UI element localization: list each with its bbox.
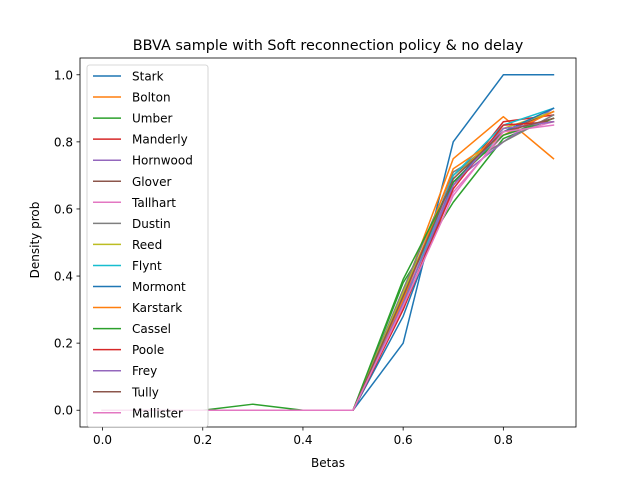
- axes-frame: [79, 57, 577, 428]
- legend-label-cassel: Cassel: [132, 322, 171, 336]
- y-tick-label: 0.6: [54, 202, 73, 216]
- x-tick-label: 0.4: [293, 433, 312, 447]
- legend: Stark Bolton Umber Manderly Hornwood Glover Ta…: [86, 64, 209, 428]
- y-tick-label: 0.2: [54, 337, 73, 351]
- legend-label-tully: Tully: [131, 385, 159, 399]
- legend-label-mormont: Mormont: [132, 280, 186, 294]
- legend-label-frey: Frey: [132, 364, 157, 378]
- y-tick-label: 0.0: [54, 404, 73, 418]
- legend-label-glover: Glover: [132, 175, 171, 189]
- chart-title: BBVA sample with Soft reconnection polic…: [133, 38, 524, 54]
- x-tick-label: 0.2: [193, 433, 212, 447]
- x-tick-label: 0.0: [93, 433, 112, 447]
- x-tick-label: 0.8: [494, 433, 513, 447]
- y-tick-label: 0.8: [54, 135, 73, 149]
- legend-label-flynt: Flynt: [132, 259, 162, 273]
- y-tick-label: 1.0: [54, 68, 73, 82]
- legend-label-reed: Reed: [132, 238, 162, 252]
- legend-label-bolton: Bolton: [132, 91, 171, 105]
- legend-label-mallister: Mallister: [132, 406, 183, 420]
- y-axis-label: Density prob: [28, 202, 42, 279]
- legend-label-karstark: Karstark: [132, 301, 182, 315]
- legend-label-umber: Umber: [132, 112, 172, 126]
- legend-box: [86, 64, 209, 428]
- legend-label-dustin: Dustin: [132, 217, 171, 231]
- x-axis-label: Betas: [311, 456, 345, 470]
- legend-label-manderly: Manderly: [132, 133, 188, 147]
- legend-label-stark: Stark: [132, 70, 164, 84]
- legend-label-poole: Poole: [132, 343, 164, 357]
- x-tick-label: 0.6: [394, 433, 413, 447]
- axes: 0.0 0.2 0.4 0.6 0.8 0.0 0.2 0.4 0.6 0.8 1.0: [54, 57, 577, 447]
- legend-label-hornwood: Hornwood: [132, 154, 193, 168]
- y-tick-label: 0.4: [54, 270, 73, 284]
- legend-label-tallhart: Tallhart: [131, 196, 176, 210]
